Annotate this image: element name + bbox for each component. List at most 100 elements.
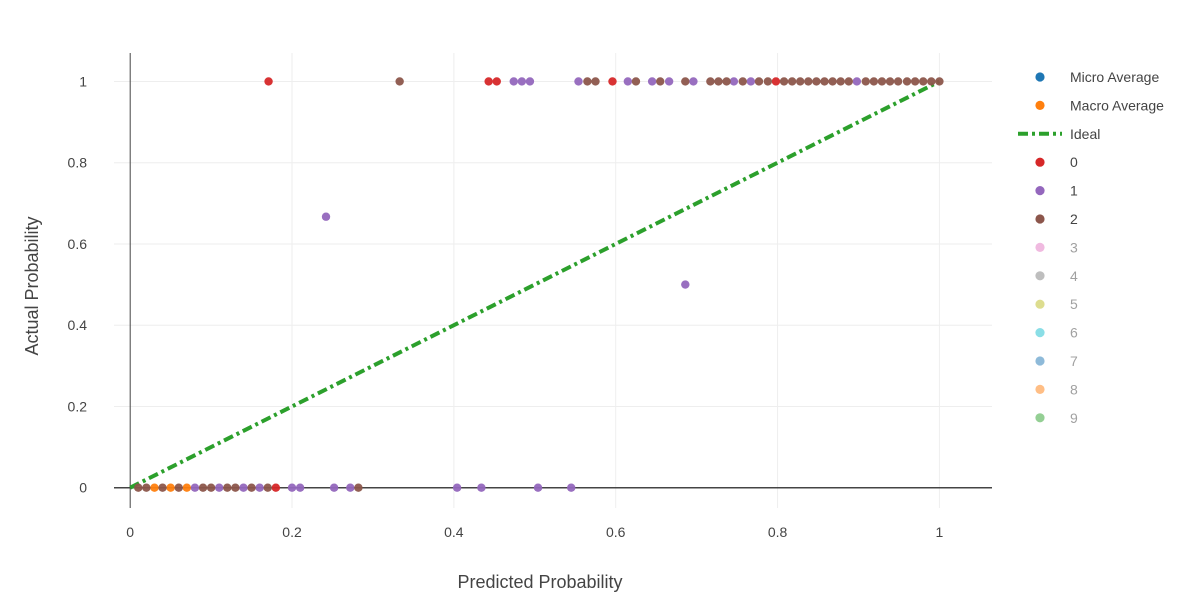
legend-item-macro-average[interactable]: Macro Average — [1035, 97, 1164, 113]
legend-label: 0 — [1070, 154, 1078, 170]
y-tick-label: 0.6 — [68, 236, 88, 252]
legend-item-1[interactable]: 1 — [1035, 183, 1078, 199]
point-series-2 — [263, 483, 272, 492]
point-series-0 — [264, 77, 273, 86]
point-series-2 — [796, 77, 805, 86]
point-series-1 — [509, 77, 518, 86]
legend-item-7[interactable]: 7 — [1035, 353, 1078, 369]
legend-item-8[interactable]: 8 — [1035, 381, 1078, 397]
point-series-2 — [787, 77, 797, 86]
point-series-1 — [517, 77, 527, 86]
point-series-1 — [664, 77, 674, 86]
point-series-2 — [820, 77, 829, 86]
point-series-0 — [608, 77, 617, 86]
point-series-2 — [828, 77, 837, 86]
legend-marker-swatch — [1035, 413, 1045, 423]
point-series-0 — [492, 77, 501, 86]
point-series-1 — [574, 77, 583, 86]
point-series-2 — [893, 77, 903, 86]
legend-marker-swatch — [1035, 328, 1045, 338]
point-series-1 — [623, 77, 633, 86]
point-series-1 — [681, 280, 690, 289]
point-series-1 — [346, 483, 355, 492]
point-series-0 — [771, 77, 781, 86]
point-series-2 — [714, 77, 723, 86]
point-series-1 — [477, 483, 486, 492]
legend-item-4[interactable]: 4 — [1035, 268, 1078, 284]
point-series-1 — [567, 483, 576, 492]
point-series-2 — [836, 77, 845, 86]
point-series-2 — [206, 483, 216, 492]
legend-item-2[interactable]: 2 — [1035, 211, 1078, 227]
legend-marker-swatch — [1035, 186, 1045, 196]
legend-marker-swatch — [1035, 356, 1045, 366]
legend-label: 3 — [1070, 239, 1078, 255]
point-series-1 — [533, 483, 543, 492]
point-series-2 — [706, 77, 715, 86]
legend-label: 5 — [1070, 296, 1078, 312]
point-series-1 — [452, 483, 462, 492]
y-tick-label: 0.8 — [68, 155, 88, 171]
y-tick-label: 0.2 — [68, 398, 88, 414]
legend-label: 8 — [1070, 381, 1078, 397]
legend-label: Micro Average — [1070, 69, 1159, 85]
legend-label: 1 — [1070, 183, 1078, 199]
legend-item-3[interactable]: 3 — [1035, 239, 1078, 255]
point-series-macro-average — [166, 483, 175, 492]
point-series-2 — [919, 77, 928, 86]
point-series-1 — [329, 483, 339, 492]
point-series-1 — [255, 483, 264, 492]
point-series-1 — [190, 483, 200, 492]
point-series-2 — [779, 77, 789, 86]
point-series-1 — [214, 483, 224, 492]
point-series-2 — [583, 77, 592, 86]
y-tick-label: 0 — [79, 480, 87, 496]
point-series-2 — [681, 77, 690, 86]
point-series-2 — [738, 77, 747, 86]
point-series-1 — [689, 77, 698, 86]
point-series-2 — [869, 77, 879, 86]
point-series-2 — [656, 77, 665, 86]
legend-label: 6 — [1070, 325, 1078, 341]
point-series-1 — [321, 212, 331, 221]
legend: Micro Average Macro Average Ideal 0 1 2 3 4 5 6 7 8… — [1018, 69, 1164, 426]
point-series-1 — [525, 77, 535, 86]
point-series-1 — [852, 77, 862, 86]
point-series-2 — [935, 77, 944, 86]
legend-item-0[interactable]: 0 — [1035, 154, 1078, 170]
x-tick-label: 0.4 — [444, 524, 464, 540]
y-tick-label: 0.4 — [68, 317, 88, 333]
point-series-1 — [729, 77, 739, 86]
legend-marker-swatch — [1035, 242, 1045, 252]
x-tick-label: 1 — [936, 524, 944, 540]
point-series-2 — [927, 77, 936, 86]
legend-marker-swatch — [1035, 299, 1045, 309]
point-series-0 — [484, 77, 493, 86]
legend-label: 9 — [1070, 410, 1078, 426]
x-tick-label: 0.6 — [606, 524, 626, 540]
grid-lines — [114, 53, 992, 508]
point-series-0 — [271, 483, 281, 492]
legend-label: 4 — [1070, 268, 1078, 284]
legend-marker-swatch — [1035, 271, 1045, 281]
point-series-1 — [746, 77, 756, 86]
tick-labels: 0 0.2 0.4 0.6 0.8 1 0 0.2 0.4 0.6 0.8 1 — [68, 73, 944, 540]
legend-item-9[interactable]: 9 — [1035, 410, 1078, 426]
legend-label: 2 — [1070, 211, 1078, 227]
point-series-2 — [174, 483, 183, 492]
axes — [114, 53, 992, 508]
legend-label: Macro Average — [1070, 97, 1164, 113]
y-tick-label: 1 — [79, 73, 87, 89]
legend-item-5[interactable]: 5 — [1035, 296, 1078, 312]
point-series-2 — [631, 77, 641, 86]
ideal-line-layer — [129, 79, 941, 490]
legend-item-micro-average[interactable]: Micro Average — [1035, 69, 1159, 85]
point-series-1 — [239, 483, 248, 492]
point-series-2 — [812, 77, 821, 86]
legend-item-ideal[interactable]: Ideal — [1018, 126, 1100, 142]
point-series-2 — [134, 483, 143, 492]
point-series-2 — [591, 77, 600, 86]
x-tick-label: 0.8 — [768, 524, 788, 540]
legend-item-6[interactable]: 6 — [1035, 325, 1078, 341]
point-series-2 — [885, 77, 895, 86]
